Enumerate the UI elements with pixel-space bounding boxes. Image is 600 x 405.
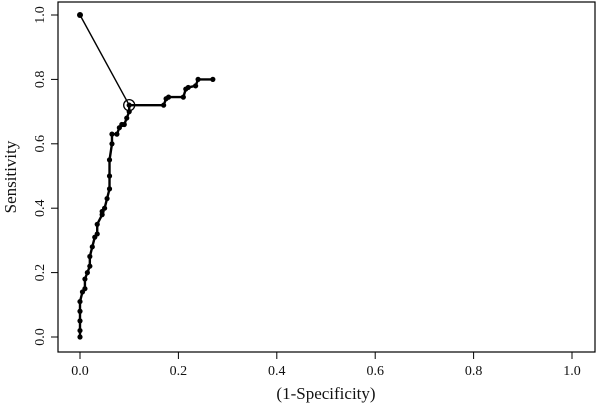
roc-curve-points: [77, 76, 216, 340]
roc-point: [102, 205, 108, 211]
roc-point: [94, 221, 100, 227]
roc-point: [77, 334, 83, 340]
roc-point: [77, 318, 83, 324]
roc-point: [195, 76, 201, 82]
roc-point: [180, 94, 186, 100]
x-tick-label: 0.6: [366, 364, 384, 379]
optimal-cutoff-marker: [123, 99, 136, 112]
roc-point: [106, 157, 113, 163]
roc-point: [114, 131, 120, 137]
roc-point: [185, 84, 191, 91]
plot-frame: [57, 1, 596, 353]
roc-point: [82, 276, 88, 282]
y-tick-label: 0.8: [33, 71, 48, 89]
x-tick-label: 0.2: [170, 364, 188, 379]
x-axis-title: (1-Specificity): [276, 384, 375, 403]
roc-point: [94, 231, 100, 237]
x-tick-label: 0.8: [465, 364, 483, 379]
x-tick-label: 0.0: [71, 364, 89, 379]
y-tick-label: 1.0: [33, 6, 48, 24]
roc-point: [84, 270, 90, 276]
roc-point: [193, 83, 199, 89]
roc-point: [106, 186, 113, 192]
roc-point: [77, 327, 83, 334]
roc-point: [89, 244, 95, 250]
x-axis: 0.0 0.2 0.4 0.6 0.8 1.0: [71, 352, 581, 379]
y-tick-label: 0.0: [33, 328, 48, 346]
roc-point: [121, 121, 127, 128]
cutoff-start-point: [77, 12, 83, 18]
roc-point: [210, 76, 216, 82]
roc-point: [87, 253, 93, 260]
x-tick-label: 1.0: [563, 364, 581, 379]
y-tick-label: 0.2: [33, 264, 48, 282]
roc-point: [106, 173, 113, 179]
roc-curve-line: [78, 78, 213, 337]
y-axis: 0.0 0.2 0.4 0.6 0.8 1.0: [33, 6, 58, 346]
y-tick-label: 0.4: [33, 199, 48, 217]
roc-point: [109, 141, 115, 147]
roc-point: [124, 115, 130, 121]
roc-point: [165, 94, 172, 100]
roc-point: [82, 286, 88, 292]
roc-point: [109, 131, 115, 137]
roc-point: [87, 263, 93, 269]
roc-point: [161, 102, 167, 108]
y-axis-title: Sensitivity: [1, 140, 20, 213]
cutoff-line: [79, 14, 130, 106]
y-tick-label: 0.6: [33, 135, 48, 153]
roc-point: [104, 195, 110, 202]
roc-point: [77, 308, 83, 314]
roc-point: [77, 298, 83, 305]
x-tick-label: 0.4: [268, 364, 286, 379]
